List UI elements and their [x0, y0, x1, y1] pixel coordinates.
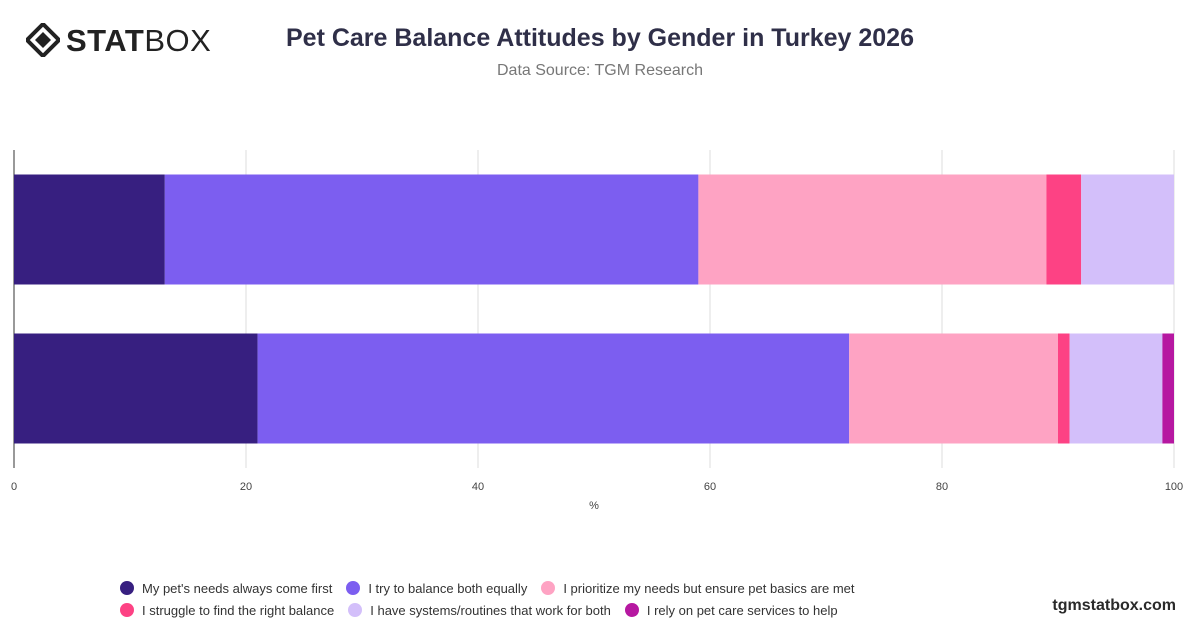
bar-segment-1-3 [1058, 333, 1070, 444]
bar-segment-1-2 [849, 333, 1058, 444]
x-tick-label-5: 100 [1165, 481, 1183, 493]
x-tick-label-0: 0 [11, 481, 17, 493]
legend-label: I have systems/routines that work for bo… [370, 602, 611, 618]
bar-segment-0-1 [164, 174, 699, 285]
bar-segment-0-0 [14, 174, 165, 285]
bar-segment-0-4 [1081, 174, 1174, 285]
bar-segment-1-1 [257, 333, 850, 444]
x-tick-label-1: 20 [240, 481, 252, 493]
legend-swatch [120, 603, 134, 617]
logo-wordmark-bold: STAT [66, 22, 145, 58]
statbox-logo: STATBOX [26, 22, 211, 58]
legend-swatch [624, 603, 639, 617]
x-tick-label-2: 40 [472, 481, 484, 493]
legend-swatch [346, 581, 361, 595]
legend-label: I prioritize my needs but ensure pet bas… [563, 580, 855, 596]
legend-item[interactable]: I rely on pet care services to help [624, 602, 838, 618]
legend-swatch [541, 581, 556, 595]
x-tick-label-3: 60 [704, 481, 716, 493]
legend-label: I try to balance both equally [368, 580, 528, 596]
legend-item[interactable]: I try to balance both equally [346, 580, 527, 596]
legend-label: I rely on pet care services to help [646, 602, 838, 618]
x-tick-label-4: 80 [936, 481, 948, 493]
logo-wordmark-light: BOX [144, 22, 212, 58]
chart-subtitle: Data Source: TGM Research [496, 62, 703, 79]
chart-title: Pet Care Balance Attitudes by Gender in … [285, 24, 914, 52]
legend-item[interactable]: I struggle to find the right balance [120, 602, 334, 618]
legend-item[interactable]: I have systems/routines that work for bo… [348, 602, 611, 618]
legend-label: My pet's needs always come first [142, 580, 333, 596]
legend-item[interactable]: I prioritize my needs but ensure pet bas… [541, 580, 855, 596]
footer-site: tgmstatbox.com [1052, 597, 1176, 614]
bar-segment-1-0 [14, 333, 258, 444]
bar-segment-0-2 [698, 174, 1047, 285]
legend-swatch [348, 603, 363, 617]
legend-label: I struggle to find the right balance [142, 602, 335, 618]
stacked-bar-chart: 0 20 40 60 80 100% [11, 150, 1183, 512]
bar-segment-0-3 [1046, 174, 1082, 285]
bar-segment-1-4 [1069, 333, 1163, 444]
chart-legend: My pet's needs always come first I try to… [120, 580, 1080, 618]
logo-wordmark: STATBOX [66, 25, 211, 56]
legend-item[interactable]: My pet's needs always come first [120, 580, 332, 596]
x-axis-label: % [589, 500, 599, 512]
statbox-diamond-icon [26, 23, 60, 57]
bar-segment-1-5 [1162, 333, 1174, 444]
legend-swatch [120, 581, 134, 595]
